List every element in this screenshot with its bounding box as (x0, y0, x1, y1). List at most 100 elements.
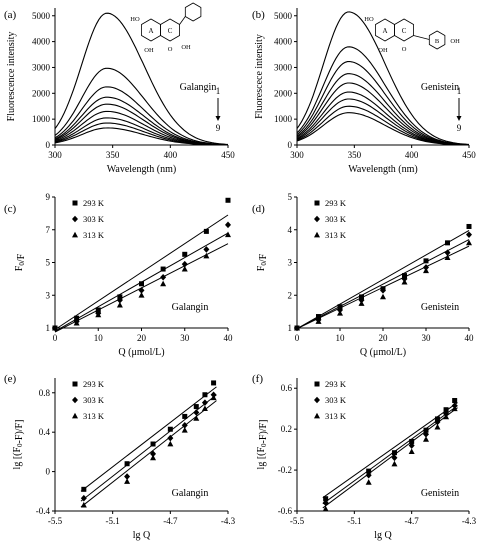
spectrum-line (296, 46, 470, 146)
marker-triangle (116, 301, 123, 308)
legend-label: 293 K (83, 379, 105, 389)
chart-panel-e: -5.5 -5.1 -4.7 -4.3 -0.4 0 0.4 0.8 lg Q lg [(F0-F… (4, 373, 236, 541)
compound-label: Galangin (180, 82, 217, 93)
chart-panel-a: 300 350 400 450 0 1000 2000 3000 4000 5000 Wavelen… (4, 8, 235, 175)
marker-diamond (225, 221, 231, 229)
y-axis-title: lg [(F0-F)/F] (12, 420, 25, 470)
y-tick-label: 1000 (32, 114, 51, 124)
marker-diamond (365, 471, 372, 479)
x-tick-label: 20 (379, 333, 389, 343)
panel-label: (e) (4, 373, 17, 385)
x-tick-label: 20 (137, 333, 147, 343)
arrow-end-label: 9 (216, 123, 221, 133)
y-tick-label: -0.6 (278, 506, 293, 516)
x-tick-label: 10 (94, 333, 104, 343)
marker-diamond (434, 418, 441, 426)
legend-label: 303 K (325, 214, 347, 224)
marker-triangle (72, 412, 78, 419)
legend-label: 313 K (325, 230, 347, 240)
marker-diamond (444, 249, 451, 256)
marker-triangle (95, 311, 102, 318)
marker-diamond (167, 434, 174, 442)
x-tick-label: 10 (336, 333, 346, 343)
marker-diamond (423, 264, 429, 271)
ring-label: C (168, 27, 173, 35)
x-axis-title: Q (μmol/L) (118, 347, 164, 358)
arrow-start-label: 1 (216, 86, 221, 96)
x-tick-label: 400 (164, 150, 178, 160)
fit-line (296, 239, 470, 330)
y-tick-label: 3 (288, 258, 293, 268)
chart-panel-c: 0 10 20 30 40 1 3 5 7 9 Q (μmol/L) F0/F (c) Galangin 2… (4, 192, 233, 358)
ring-bond (184, 2, 202, 22)
marker-square (409, 438, 415, 444)
marker-square (314, 381, 320, 387)
marker-triangle (203, 252, 210, 259)
y-axis-title: F0/F (256, 253, 269, 271)
marker-triangle (380, 293, 386, 300)
ring-label: C (402, 27, 407, 35)
marker-diamond (423, 430, 429, 438)
marker-triangle (193, 415, 200, 421)
genistein-structure: A C B HO OH O OH (364, 16, 460, 54)
ring-label: A (382, 27, 387, 35)
marker-triangle (314, 231, 320, 238)
y-tick-label: -0.4 (36, 506, 51, 516)
marker-triangle (181, 265, 188, 272)
y-tick-label: 9 (46, 192, 51, 202)
marker-diamond (203, 246, 210, 253)
x-tick-label: 0 (295, 333, 300, 343)
x-tick-label: 450 (462, 150, 476, 160)
x-tick-label: 40 (465, 333, 475, 343)
x-tick-label: 0 (53, 333, 58, 343)
marker-triangle (201, 405, 208, 411)
y-tick-label: 2 (288, 290, 293, 300)
arrow-head (215, 116, 221, 121)
marker-triangle (210, 394, 217, 401)
marker-triangle (80, 501, 87, 508)
group-label: OH (450, 38, 460, 45)
marker-square (391, 450, 397, 456)
x-tick-label: -5.1 (106, 516, 120, 526)
fit-line (80, 400, 217, 508)
marker-square (182, 251, 188, 257)
panel-label: (a) (4, 9, 17, 21)
marker-square (466, 223, 472, 229)
ring-bond (428, 30, 446, 50)
y-tick-label: 1 (46, 323, 51, 333)
x-tick-label: 350 (106, 150, 120, 160)
spectrum-line (296, 112, 470, 146)
spectrum-line (54, 12, 229, 145)
group-label: OH (181, 44, 191, 51)
bond (413, 35, 430, 40)
y-axis-title: lg [(F0-F)/F] (256, 420, 269, 470)
marker-triangle (52, 324, 58, 331)
marker-triangle (124, 478, 131, 484)
arrow-head (456, 116, 462, 121)
marker-square (423, 258, 429, 264)
x-tick-label: 40 (224, 333, 234, 343)
x-tick-label: -4.7 (163, 516, 178, 526)
marker-diamond (72, 396, 78, 404)
y-tick-label: 2000 (32, 88, 51, 98)
group-label: O (402, 46, 407, 53)
marker-diamond (72, 215, 78, 223)
y-tick-label: 0 (288, 140, 293, 150)
marker-diamond (322, 499, 329, 507)
compound-label: Genistein (421, 82, 459, 93)
marker-triangle (444, 254, 451, 260)
marker-triangle (434, 423, 441, 430)
marker-triangle (358, 300, 365, 306)
compound-label: Genistein (421, 302, 459, 313)
x-axis-title: lg Q (133, 530, 151, 541)
y-tick-label: 2000 (274, 88, 293, 98)
marker-square (124, 461, 130, 467)
compound-label: Genistein (421, 488, 459, 499)
marker-triangle (408, 448, 415, 455)
x-axis-title: Wavelength (nm) (348, 164, 417, 175)
chart-panel-d: 0 10 20 30 40 1 2 3 4 5 Q (μmol/L) F0/F (d) Genistein… (252, 192, 474, 358)
marker-square (81, 486, 87, 492)
marker-square (423, 427, 429, 433)
galangin-structure: A C HO OH O OH (130, 2, 202, 54)
y-tick-label: 3 (46, 290, 51, 300)
